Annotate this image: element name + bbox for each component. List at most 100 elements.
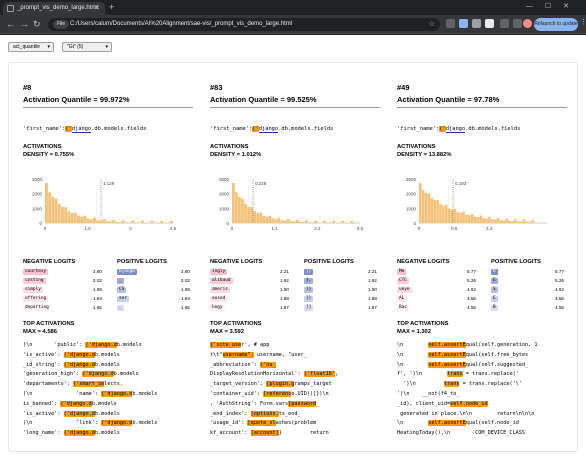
- highlighted-token[interactable]: (': [439, 126, 446, 132]
- histogram-bar: [514, 219, 517, 223]
- activation-example[interactable]: )\n 'name': ('django.db.models: [23, 390, 158, 397]
- activation-example[interactable]: is_banned': ('django.db.models: [23, 400, 117, 407]
- activation-example[interactable]: {'site_user', # app: [210, 342, 270, 348]
- histogram-bar: [259, 212, 263, 223]
- extension-icon[interactable]: [459, 19, 468, 28]
- address-bar[interactable]: File C:/Users/calum/Documents/AI%20Align…: [48, 18, 440, 31]
- activation-example[interactable]: 'is_active': ('django.db.models: [23, 351, 120, 358]
- activation-example[interactable]: 'container_uid': [reference.UID()]})\n: [210, 390, 329, 397]
- extension-icon[interactable]: [472, 19, 481, 28]
- activation-example[interactable]: kf_account': [account]} return: [210, 430, 329, 437]
- highlighted-token[interactable]: [referenc: [263, 390, 292, 397]
- highlighted-token[interactable]: [options.: [250, 410, 279, 417]
- divider: [210, 107, 380, 108]
- highlighted-token[interactable]: ('float16': [303, 371, 335, 378]
- profile-avatar[interactable]: [523, 19, 532, 28]
- activation-example[interactable]: _abbreviation': ('nu_: [210, 361, 276, 368]
- activation-example[interactable]: _end_index': [options.ts_end_: [210, 410, 301, 417]
- back-icon[interactable]: ←: [6, 19, 15, 29]
- highlighted-token[interactable]: ('django.d: [63, 361, 95, 368]
- activation-example[interactable]: \n self.assertEqual(self.generation, 1: [397, 342, 538, 348]
- underlined-token[interactable]: django: [71, 126, 92, 133]
- highlighted-token[interactable]: self.assertE: [428, 351, 466, 358]
- highlighted-token[interactable]: ('django.d: [63, 430, 95, 437]
- activation-example[interactable]: ')\n trans = trans.replace('\': [397, 381, 522, 388]
- highlighted-token[interactable]: (': [252, 126, 259, 132]
- activation-example[interactable]: \n self.assertEqual(self.free_bytes: [397, 351, 529, 358]
- bookmark-star-icon[interactable]: ☆: [428, 21, 435, 28]
- close-tab-icon[interactable]: ✕: [94, 5, 100, 12]
- activation-example[interactable]: 'long_name': ('django.db.models: [23, 430, 120, 437]
- histogram-bar: [153, 222, 157, 223]
- activation-example[interactable]: t\t"username": username, "user_: [210, 351, 307, 358]
- logit-value: 1.92: [280, 278, 289, 283]
- new-tab-icon[interactable]: +: [109, 2, 115, 12]
- activation-example[interactable]: 'departamento': ('smart_selects.: [23, 381, 123, 388]
- highlighted-token[interactable]: ('nu_: [259, 361, 276, 368]
- extension-icon[interactable]: [485, 19, 494, 28]
- activation-example[interactable]: 'is_active': ('django.db.models: [23, 410, 120, 417]
- chevron-down-icon: ▾: [47, 44, 50, 50]
- highlighted-token[interactable]: [plugin.g: [266, 381, 295, 388]
- relaunch-button[interactable]: Relaunch to update: [534, 18, 578, 31]
- highlighted-token[interactable]: (': [65, 126, 72, 132]
- histogram-bar: [450, 209, 454, 223]
- reload-icon[interactable]: ↻: [33, 19, 41, 29]
- token-dropdown[interactable]: "Gt" (5) ▾: [62, 42, 112, 52]
- highlighted-token[interactable]: ('django.d: [63, 410, 95, 417]
- activation-example[interactable]: _target_version': [plugin.gramps_target: [210, 381, 332, 388]
- activation-example[interactable]: )\n 'link': ('django.db.models: [23, 420, 158, 427]
- highlighted-token[interactable]: ('django.d: [82, 371, 114, 378]
- activation-example[interactable]: \n self.assertEqual(self.suggested_: [397, 361, 529, 368]
- highlighted-token[interactable]: trans: [443, 381, 460, 388]
- highlighted-token[interactable]: ('django.d: [63, 351, 95, 358]
- menu-icon[interactable]: ⋮: [580, 19, 586, 26]
- activation-example[interactable]: 'generation_high': ('django.db.models: [23, 371, 139, 378]
- highlighted-token[interactable]: self.assertE: [428, 342, 466, 348]
- underlined-token[interactable]: django: [258, 126, 279, 133]
- y-tick-label: 0: [413, 221, 416, 226]
- highlighted-token[interactable]: [password: [288, 400, 317, 407]
- activation-example[interactable]: , 'AuthString': Form.vars[password_: [210, 400, 320, 407]
- highlighted-token[interactable]: self.node_id: [450, 400, 488, 407]
- histogram-bar: [439, 203, 442, 223]
- activation-example[interactable]: HeatingToday(),\n COM_DEVICE_CLASS: [397, 430, 526, 437]
- histogram-bar: [271, 218, 275, 223]
- metric-dropdown[interactable]: act_quantile ▾: [8, 42, 54, 52]
- activation-example[interactable]: f', ')\n trans = trans.replace(': [397, 371, 519, 378]
- window-controls[interactable]: —☐✕: [525, 3, 581, 10]
- activation-example[interactable]: DisplayResolutionHorizontal': ('float16'…: [210, 371, 339, 378]
- activation-example[interactable]: _id_string': ('django.db.models: [23, 361, 120, 368]
- activation-example[interactable]: generated in place.\n\n return\n\n\n: [397, 410, 535, 417]
- extensions-puzzle-icon[interactable]: [500, 19, 509, 28]
- highlighted-token[interactable]: self.assertE: [428, 420, 466, 427]
- histogram-bar: [522, 219, 526, 223]
- file-info-chip[interactable]: File: [53, 20, 70, 29]
- highlighted-token[interactable]: ('django.d: [85, 342, 117, 348]
- highlighted-token[interactable]: [account]: [250, 430, 279, 437]
- histogram-bar: [73, 212, 77, 223]
- highlighted-token[interactable]: ('smart_se: [72, 381, 105, 388]
- activation-example[interactable]: _id), client_uid=self.node_id: [397, 400, 488, 407]
- highlighted-token[interactable]: username":: [222, 351, 254, 358]
- highlighted-token[interactable]: self.assertE: [428, 361, 466, 368]
- extension-icon[interactable]: [446, 19, 455, 28]
- highlighted-token[interactable]: [quote_sl: [247, 420, 276, 427]
- histogram-bar: [118, 222, 122, 223]
- activation-example[interactable]: )\n 'public': ('django.db.models: [23, 342, 142, 348]
- forward-icon[interactable]: →: [20, 19, 29, 29]
- highlighted-token[interactable]: trans: [446, 371, 463, 378]
- logit-token: E: [491, 296, 498, 302]
- activation-example[interactable]: 'usage_id': [quote_slashes(problem: [210, 420, 317, 427]
- underlined-token[interactable]: django: [445, 126, 466, 133]
- highlighted-token[interactable]: {'site_use: [210, 342, 242, 348]
- sidebar-icon[interactable]: [513, 19, 522, 28]
- x-tick-label: 0: [231, 226, 234, 231]
- highlighted-token[interactable]: ('django.d: [101, 420, 133, 427]
- highlighted-token[interactable]: ('django.d: [101, 390, 133, 397]
- activation-example[interactable]: ')\n __not(f4_to_: [397, 390, 460, 397]
- browser-tab[interactable]: _prompt_vis_demo_large.html ✕: [3, 2, 105, 15]
- url-text[interactable]: C:/Users/calum/Documents/AI%20Alignment/…: [70, 21, 293, 27]
- activation-example[interactable]: \n self.assertEqual(self.node_id: [397, 420, 519, 427]
- highlighted-token[interactable]: ('django.d: [60, 400, 92, 407]
